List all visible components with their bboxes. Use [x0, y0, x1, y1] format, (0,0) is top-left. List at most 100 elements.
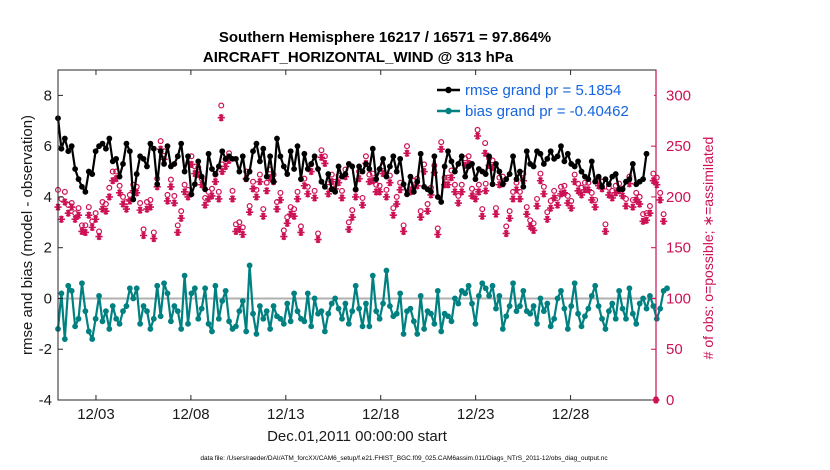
obs-assimilated-marker: [139, 231, 148, 240]
rmse-point: [629, 161, 636, 167]
x-tick-label: 12/18: [362, 406, 400, 423]
bias-point: [256, 303, 263, 309]
rmse-point: [578, 168, 585, 175]
obs-assimilated-marker: [194, 170, 202, 179]
obs-possible-marker: [338, 187, 345, 194]
obs-possible-marker: [318, 147, 325, 154]
obs-assimilated-marker: [564, 199, 572, 207]
obs-assimilated-marker: [304, 190, 312, 198]
obs-assimilated-marker: [468, 192, 476, 200]
bias-point: [140, 303, 147, 309]
obs-assimilated-marker: [317, 153, 326, 161]
obs-possible-marker: [137, 200, 144, 207]
obs-assimilated-marker: [629, 203, 637, 211]
obs-assimilated-marker: [198, 181, 206, 189]
series-layer: [55, 115, 670, 342]
rmse-point: [390, 153, 397, 160]
obs-assimilated-marker: [389, 211, 397, 219]
obs-assimilated-marker: [348, 213, 356, 221]
rmse-point: [130, 196, 137, 203]
bias-point: [126, 285, 133, 292]
obs-possible-marker: [492, 205, 499, 212]
rmse-point: [140, 155, 147, 162]
bias-point: [226, 318, 232, 325]
rmse-point: [342, 171, 349, 177]
obs-assimilated-marker: [218, 167, 226, 176]
rmse-point: [455, 161, 462, 167]
obs-assimilated-marker: [618, 192, 627, 200]
rmse-point: [68, 143, 75, 150]
bias-point: [359, 323, 366, 330]
rmse-point: [82, 188, 89, 195]
y-right-tick-label: 0: [666, 392, 674, 409]
bias-point: [510, 280, 516, 287]
x-axis-label: Dec.01,2011 00:00:00 start: [267, 428, 448, 445]
bias-point: [414, 331, 421, 337]
bias-point: [650, 303, 657, 309]
bias-point: [96, 293, 102, 299]
y-right-tick-label: 200: [666, 189, 691, 206]
bias-point: [133, 285, 140, 292]
obs-assimilated-marker: [625, 180, 633, 188]
rmse-point: [438, 199, 445, 205]
rmse-point: [517, 168, 523, 175]
obs-possible-marker: [263, 179, 270, 186]
bias-point: [506, 303, 513, 309]
legend-rmse-label: rmse grand pr = 5.1854: [465, 82, 621, 99]
chart-subtitle: AIRCRAFT_HORIZONTAL_WIND @ 313 hPa: [203, 49, 514, 66]
obs-assimilated-marker: [191, 169, 199, 178]
bias-point: [150, 315, 157, 322]
obs-possible-marker: [171, 192, 178, 199]
bias-point: [540, 308, 547, 315]
rmse-point: [540, 161, 547, 167]
obs-assimilated-marker: [283, 219, 291, 227]
obs-assimilated-marker: [502, 229, 510, 238]
rmse-point: [188, 191, 195, 198]
x-tick-label: 12/08: [172, 406, 210, 423]
obs-assimilated-marker: [653, 181, 661, 189]
bias-point: [106, 326, 113, 332]
rmse-point: [308, 161, 315, 167]
bias-point: [455, 300, 462, 307]
rmse-point: [602, 176, 609, 183]
obs-possible-marker: [157, 138, 164, 145]
bias-point: [373, 308, 380, 315]
rmse-point: [496, 168, 503, 175]
obs-possible-marker: [544, 209, 551, 216]
obs-assimilated-marker: [444, 181, 452, 189]
rmse-point: [400, 181, 407, 188]
obs-assimilated-marker: [574, 187, 582, 195]
bias-point: [636, 300, 643, 307]
rmse-point: [325, 171, 332, 177]
obs-possible-marker: [646, 203, 653, 210]
bias-point: [564, 326, 571, 332]
obs-possible-marker: [82, 222, 89, 229]
rmse-point: [376, 166, 383, 172]
rmse-point: [458, 153, 465, 160]
bias-point: [575, 310, 581, 317]
bias-point: [202, 285, 209, 292]
chart-title: Southern Hemisphere 16217 / 16571 = 97.8…: [219, 29, 551, 46]
bias-point: [205, 320, 212, 327]
bias-point: [486, 293, 493, 299]
bias-point: [393, 310, 400, 317]
obs-assimilated-marker: [526, 222, 534, 230]
rmse-point: [499, 181, 506, 188]
obs-assimilated-marker: [143, 205, 151, 213]
obs-assimilated-marker: [263, 187, 271, 195]
rmse-point: [219, 148, 226, 155]
obs-assimilated-marker: [509, 195, 517, 203]
y-right-tick-label: 300: [666, 87, 691, 104]
obs-assimilated-marker: [211, 178, 219, 186]
obs-assimilated-marker: [314, 235, 322, 244]
bias-point: [561, 305, 568, 312]
rmse-point: [472, 176, 479, 183]
obs-possible-marker: [383, 186, 390, 193]
bias-point: [109, 303, 116, 309]
rmse-point: [106, 135, 113, 142]
bias-point: [578, 323, 585, 330]
y-tick-label: 0: [44, 290, 52, 307]
rmse-point: [369, 145, 376, 152]
obs-assimilated-marker: [57, 215, 66, 223]
obs-assimilated-marker: [358, 201, 367, 209]
